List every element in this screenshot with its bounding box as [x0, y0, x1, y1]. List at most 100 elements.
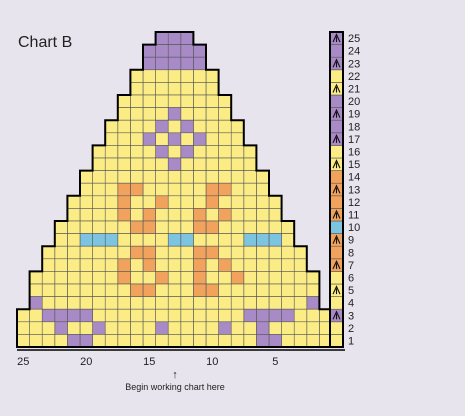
stitch-cell — [29, 296, 43, 310]
stitch-cell — [142, 296, 156, 310]
stitch-cell — [79, 296, 93, 310]
stitch-cell — [180, 233, 194, 247]
stitch-cell — [104, 208, 119, 222]
stitch-cell — [130, 258, 144, 272]
stitch-cell — [306, 308, 320, 323]
stitch-cell — [180, 220, 194, 234]
stitch-cell — [230, 157, 245, 171]
stitch-cell — [293, 321, 308, 335]
stitch-cell — [281, 296, 295, 310]
stitch-cell — [230, 208, 245, 222]
stitch-cell — [193, 107, 207, 121]
stitch-cell — [218, 145, 232, 159]
stitch-cell — [155, 296, 169, 310]
stitch-cell — [230, 220, 245, 234]
stitch-cell — [142, 283, 156, 297]
stitch-cell — [193, 296, 207, 310]
stitch-cell — [218, 220, 232, 234]
stitch-cell — [142, 334, 156, 348]
row-number-label: 10 — [348, 222, 360, 234]
stitch-cell — [218, 233, 232, 247]
stitch-cell — [218, 195, 232, 209]
stitch-cell — [230, 170, 245, 184]
stitch-cell — [180, 195, 194, 209]
stitch-cell — [92, 145, 106, 159]
stitch-cell — [155, 271, 169, 285]
stitch-cell — [167, 220, 182, 234]
stitch-cell — [155, 94, 169, 108]
stitch-cell — [67, 220, 81, 234]
stitch-cell — [142, 157, 156, 171]
chart-title: Chart B — [18, 34, 73, 51]
stitch-cell — [92, 233, 106, 247]
stitch-cell — [243, 245, 257, 260]
stitch-cell — [205, 258, 219, 272]
stitch-cell — [205, 182, 219, 197]
stitch-cell — [293, 258, 308, 272]
stitch-cell — [218, 182, 232, 197]
row-number-labels: 1234567891011121314151617181920212223242… — [348, 33, 360, 347]
stitch-cell — [92, 157, 106, 171]
stitch-cell — [92, 308, 106, 323]
stitch-cell — [293, 283, 308, 297]
stitch-cell — [142, 132, 156, 146]
row-number-label: 15 — [348, 159, 360, 171]
stitch-cell — [180, 271, 194, 285]
stitch-cell — [205, 283, 219, 297]
stitch-cell — [130, 195, 144, 209]
stitch-cell — [243, 195, 257, 209]
stitch-cell — [180, 208, 194, 222]
stitch-cell — [180, 119, 194, 134]
stitch-cell — [54, 271, 68, 285]
stitch-cell — [193, 283, 207, 297]
stitch-cell — [205, 82, 219, 96]
stitch-cell — [218, 107, 232, 121]
stitch-cell — [54, 245, 68, 260]
stitch-cell — [155, 119, 169, 134]
stitch-cell — [205, 195, 219, 209]
stitch-cell — [92, 321, 106, 335]
stitch-cell — [155, 208, 169, 222]
stitch-cell — [67, 258, 81, 272]
stitch-cell — [155, 321, 169, 335]
stitch-cell — [67, 208, 81, 222]
stitch-cell — [243, 233, 257, 247]
stitch-cell — [54, 283, 68, 297]
stitch-cell — [155, 334, 169, 348]
stitch-cell — [117, 220, 131, 234]
stitch-cell — [268, 334, 282, 348]
stitch-cell — [117, 208, 131, 222]
stitch-cell — [281, 334, 295, 348]
stitch-cell — [243, 182, 257, 197]
stitch-cell — [167, 31, 182, 45]
stitch-cell — [281, 271, 295, 285]
stitch-cell — [92, 334, 106, 348]
stitch-cell — [104, 271, 119, 285]
stitch-cell — [79, 245, 93, 260]
stitch-cell — [117, 182, 131, 197]
stitch-cell — [205, 334, 219, 348]
stitch-cell — [243, 283, 257, 297]
stitch-cell — [193, 233, 207, 247]
stitch-cell — [293, 271, 308, 285]
stitch-cell — [180, 82, 194, 96]
stitch-cell — [142, 233, 156, 247]
stitch-cell — [117, 321, 131, 335]
stitch-cell — [205, 296, 219, 310]
stitch-cell — [130, 119, 144, 134]
stitch-cell — [142, 119, 156, 134]
stitch-cell — [230, 245, 245, 260]
stitch-cell — [41, 334, 56, 348]
stitch-cell — [256, 308, 270, 323]
stitch-number-label: 15 — [143, 356, 155, 368]
stitch-cell — [104, 195, 119, 209]
row-number-label: 5 — [348, 285, 354, 297]
stitch-cell — [193, 258, 207, 272]
row-number-label: 24 — [348, 46, 360, 58]
stitch-cell — [218, 271, 232, 285]
key-cell — [329, 119, 344, 134]
stitch-cell — [306, 334, 320, 348]
row-number-label: 1 — [348, 336, 354, 348]
stitch-cell — [155, 44, 169, 58]
slip-stitch-icon — [332, 184, 341, 194]
